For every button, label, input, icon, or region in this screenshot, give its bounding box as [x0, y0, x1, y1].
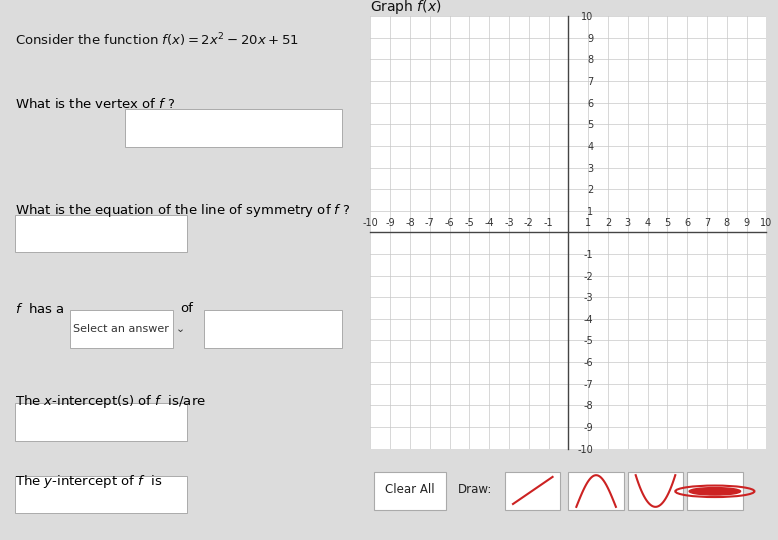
FancyBboxPatch shape: [204, 310, 342, 348]
Text: What is the vertex of $f$ ?: What is the vertex of $f$ ?: [15, 97, 175, 111]
FancyBboxPatch shape: [15, 214, 187, 252]
FancyBboxPatch shape: [628, 472, 683, 510]
Text: The $y$-intercept of $f$  is: The $y$-intercept of $f$ is: [15, 473, 163, 490]
Text: Draw:: Draw:: [457, 483, 492, 496]
Text: What is the equation of the line of symmetry of $f$ ?: What is the equation of the line of symm…: [15, 202, 350, 219]
Text: of: of: [180, 302, 193, 315]
Text: Graph $f(x)$: Graph $f(x)$: [370, 0, 442, 16]
Text: ●: ●: [387, 538, 401, 540]
Text: The $x$-intercept(s) of $f$  is/are: The $x$-intercept(s) of $f$ is/are: [15, 393, 205, 410]
Text: $f$  has a: $f$ has a: [15, 302, 65, 316]
Text: Select an answer  ⌄: Select an answer ⌄: [73, 324, 185, 334]
Circle shape: [689, 488, 741, 495]
FancyBboxPatch shape: [505, 472, 560, 510]
Text: Consider the function $f(x) = 2x^2 - 20x + 51$: Consider the function $f(x) = 2x^2 - 20x…: [15, 31, 299, 49]
Text: Clear All: Clear All: [385, 483, 435, 496]
FancyBboxPatch shape: [374, 472, 446, 510]
FancyBboxPatch shape: [15, 403, 187, 441]
FancyBboxPatch shape: [70, 310, 173, 348]
FancyBboxPatch shape: [687, 472, 742, 510]
FancyBboxPatch shape: [569, 472, 624, 510]
FancyBboxPatch shape: [15, 476, 187, 514]
FancyBboxPatch shape: [124, 109, 342, 147]
